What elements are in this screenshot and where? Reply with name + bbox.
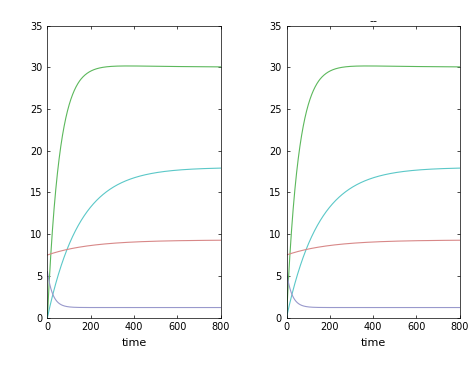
Title: --: -- bbox=[369, 16, 377, 26]
X-axis label: time: time bbox=[361, 338, 386, 348]
X-axis label: time: time bbox=[121, 338, 146, 348]
